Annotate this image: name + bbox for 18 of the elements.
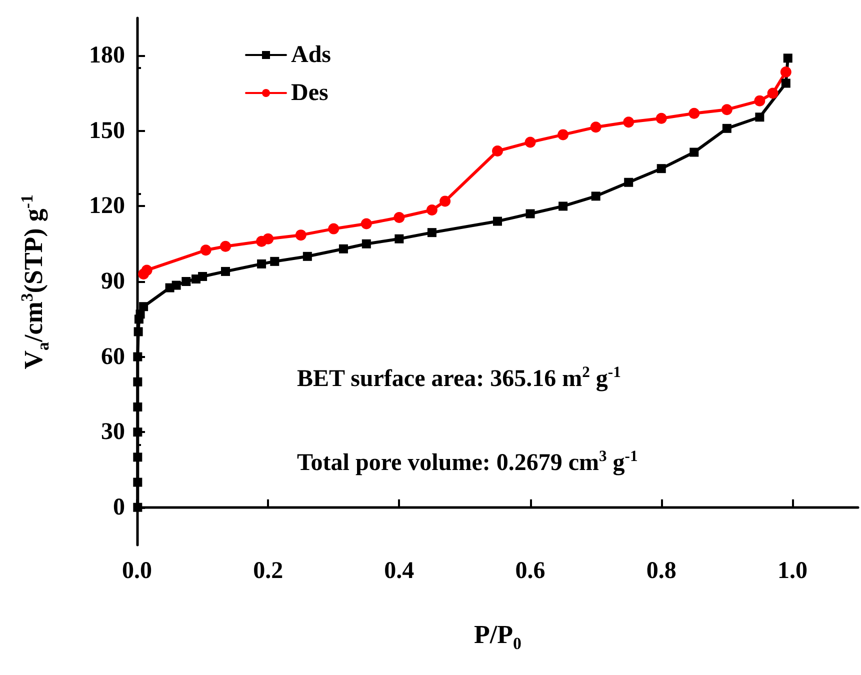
y-tick-label: 30	[101, 419, 125, 446]
y-tick-label: 90	[101, 268, 125, 294]
x-tick-label: 0.0	[122, 558, 152, 584]
y-tick-label: 120	[89, 193, 125, 220]
x-tick-label: 0.6	[515, 558, 546, 584]
x-tick-label: 0.4	[384, 558, 414, 584]
x-tick-label: 0.2	[253, 558, 284, 584]
y-tick-label: 0	[113, 494, 125, 520]
x-tick-label: 1.0	[777, 558, 808, 584]
legend-label: Des	[291, 80, 328, 106]
annotation: Total pore volume: 0.2679 cm$^{3}$ g$^{-1}$	[297, 448, 638, 476]
y-tick-label: 180	[89, 42, 125, 69]
y-tick-label: 150	[89, 118, 125, 144]
annotation: BET surface area: 365.16 m$^{2}$ g$^{-1}$	[297, 364, 621, 392]
y-tick-label: 60	[101, 344, 125, 370]
x-axis-title: P/P$_{0}$	[474, 620, 522, 654]
legend-label: Ads	[291, 42, 332, 68]
x-tick-label: 0.8	[646, 558, 676, 584]
